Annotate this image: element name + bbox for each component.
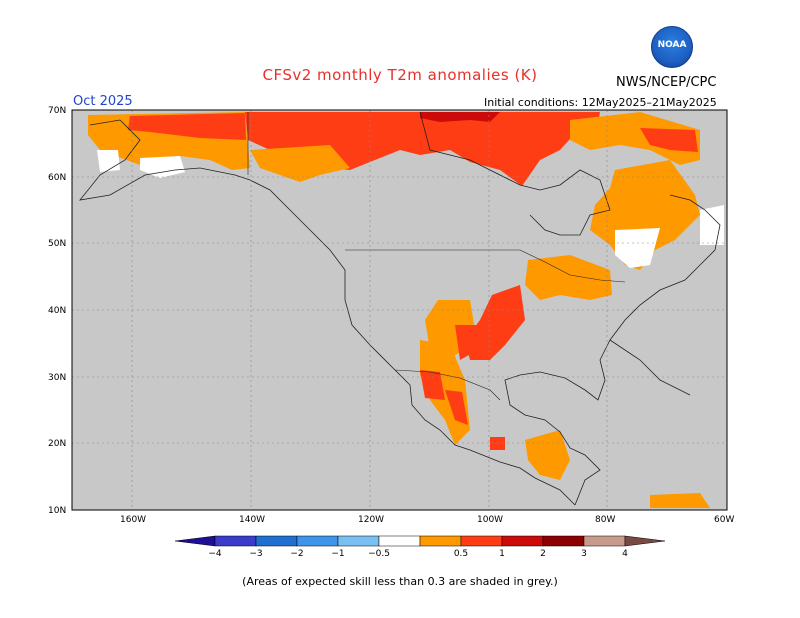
venezuela-orange bbox=[650, 493, 710, 508]
political-borders bbox=[247, 112, 626, 401]
colorbar-swatch bbox=[419, 535, 462, 547]
colorbar-label: 3 bbox=[581, 549, 587, 559]
lon-label: 60W bbox=[714, 515, 734, 525]
lon-label: 160W bbox=[120, 515, 146, 525]
hudson-bay bbox=[419, 111, 611, 236]
coastlines bbox=[79, 111, 721, 506]
lat-label: 10N bbox=[48, 506, 66, 516]
arctic-east-orange bbox=[570, 112, 700, 165]
pacific-coast bbox=[79, 119, 576, 506]
lon-label: 120W bbox=[358, 515, 384, 525]
central-america-orange bbox=[525, 430, 570, 480]
arctic-east-red bbox=[640, 128, 698, 152]
lat-label: 50N bbox=[48, 239, 66, 249]
skill-note: (Areas of expected skill less than 0.3 a… bbox=[242, 575, 558, 588]
mexico-south-red bbox=[490, 437, 505, 450]
colorbar-arrow-high bbox=[624, 535, 666, 547]
colorbar-label: −0.5 bbox=[368, 549, 390, 559]
graticule bbox=[72, 110, 727, 510]
lon-label: 140W bbox=[239, 515, 265, 525]
anomaly-patches bbox=[88, 112, 724, 508]
lat-label: 30N bbox=[48, 373, 66, 383]
colorbar-swatch bbox=[583, 535, 626, 547]
map-frame bbox=[71, 109, 728, 511]
colorbar-label: −4 bbox=[208, 549, 222, 559]
baja-red bbox=[420, 370, 445, 400]
colorbar-label: −2 bbox=[290, 549, 303, 559]
colorbar-swatch bbox=[214, 535, 257, 547]
colorbar-swatch bbox=[296, 535, 339, 547]
colorbar-label: 0.5 bbox=[454, 549, 468, 559]
lat-label: 40N bbox=[48, 306, 66, 316]
initial-conditions: Initial conditions: 12May2025–21May2025 bbox=[484, 96, 717, 109]
colorbar-swatch bbox=[501, 535, 544, 547]
southwest-red bbox=[455, 325, 478, 360]
map-title: CFSv2 monthly T2m anomalies (K) bbox=[262, 66, 538, 84]
colorbar-swatch bbox=[255, 535, 298, 547]
colorbar-label: −3 bbox=[249, 549, 262, 559]
colorbar: −4 −3 −2 −1 −0.5 0.5 1 2 3 4 bbox=[174, 535, 666, 559]
us-mexico-border bbox=[394, 369, 501, 401]
colorbar-label: 2 bbox=[540, 549, 546, 559]
colorbar-swatch bbox=[460, 535, 503, 547]
lon-label: 100W bbox=[477, 515, 503, 525]
alaska-red bbox=[128, 113, 246, 140]
alaska-white-west bbox=[97, 150, 120, 172]
atlantic-gulf-coast bbox=[504, 194, 721, 506]
colorbar-arrow-low bbox=[174, 535, 216, 547]
colorbar-swatch bbox=[378, 535, 421, 547]
colorbar-label: 1 bbox=[499, 549, 505, 559]
colorbar-swatch bbox=[337, 535, 380, 547]
caribbean bbox=[609, 339, 691, 396]
agency-label: NWS/NCEP/CPC bbox=[616, 75, 717, 90]
mexico-red bbox=[445, 390, 468, 425]
noaa-logo: NOAA bbox=[651, 26, 693, 68]
us-canada-border bbox=[345, 249, 626, 283]
lat-label: 20N bbox=[48, 439, 66, 449]
colorbar-label: 4 bbox=[622, 549, 628, 559]
yukon-orange bbox=[250, 145, 350, 182]
lat-label: 70N bbox=[48, 106, 66, 116]
alaska-white bbox=[140, 156, 185, 178]
axis-labels: 70N 60N 50N 40N 30N 20N 10N 160W 140W 120W 100W 80W… bbox=[48, 106, 734, 525]
north-canada-darkred bbox=[420, 112, 500, 122]
lon-label: 80W bbox=[595, 515, 615, 525]
quebec-white bbox=[615, 228, 660, 268]
great-lakes-orange bbox=[525, 255, 612, 300]
lat-label: 60N bbox=[48, 173, 66, 183]
colorbar-swatch bbox=[542, 535, 585, 547]
central-red bbox=[465, 285, 525, 360]
colorbar-label: −1 bbox=[331, 549, 344, 559]
forecast-month: Oct 2025 bbox=[73, 94, 133, 109]
